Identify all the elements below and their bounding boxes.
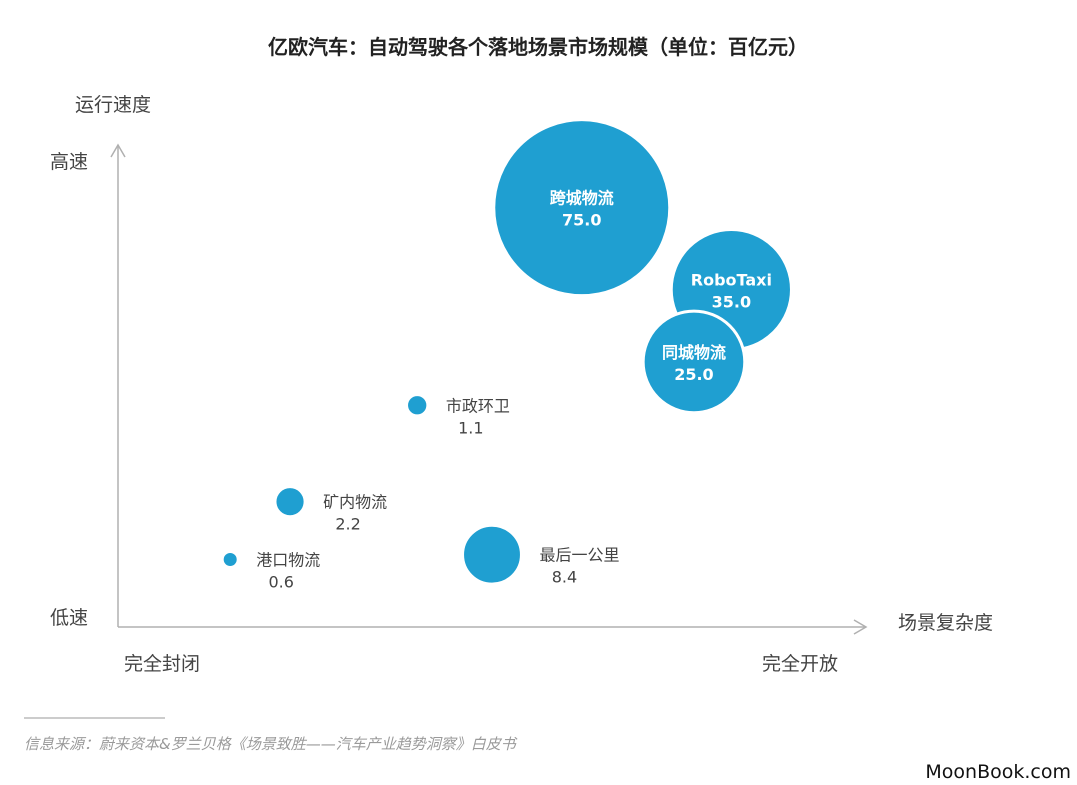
bubble-label-0: 跨城物流 [550, 189, 614, 208]
bubble-6 [220, 550, 240, 570]
axes [110, 143, 868, 635]
bubbles-layer [220, 118, 793, 586]
bubble-value-5: 8.4 [552, 568, 577, 587]
chart-title: 亿欧汽车：自动驾驶各个落地场景市场规模（单位：百亿元） [268, 35, 808, 59]
y-axis-label: 运行速度 [75, 94, 151, 116]
bubble-label-4: 矿内物流 [323, 493, 387, 512]
y-tick-high: 高速 [50, 151, 88, 173]
bubble-label-5: 最后一公里 [539, 546, 619, 565]
bubble-value-4: 2.2 [335, 515, 360, 534]
x-tick-open: 完全开放 [762, 653, 838, 675]
bubble-value-1: 35.0 [712, 293, 751, 312]
bubble-value-0: 75.0 [562, 211, 601, 230]
bubble-value-6: 0.6 [268, 573, 293, 592]
x-axis-label: 场景复杂度 [898, 612, 993, 634]
labels-layer: 跨城物流 75.0 RoboTaxi 35.0 同城物流 25.0 市政环卫 1.1 矿内物流 2… [256, 189, 772, 592]
x-axis-arrow [853, 619, 868, 635]
bubble-value-3: 1.1 [458, 418, 483, 437]
bubble-2 [641, 309, 747, 415]
bubble-label-1: RoboTaxi [691, 271, 772, 290]
x-tick-closed: 完全封闭 [124, 653, 200, 675]
y-axis-arrow [110, 143, 126, 158]
bubble-4 [273, 485, 307, 519]
bubble-label-2: 同城物流 [662, 343, 726, 362]
source-note: 信息来源：蔚来资本&罗兰贝格《场景致胜——汽车产业趋势洞察》白皮书 [24, 735, 518, 753]
bubble-5 [461, 523, 523, 586]
bubble-label-6: 港口物流 [256, 551, 320, 570]
bubble-0 [492, 118, 672, 298]
bubble-3 [405, 393, 430, 418]
bubble-value-2: 25.0 [674, 365, 713, 384]
bubble-label-3: 市政环卫 [446, 396, 510, 415]
brand-watermark: MoonBook.com [925, 761, 1071, 783]
y-tick-low: 低速 [50, 607, 88, 629]
